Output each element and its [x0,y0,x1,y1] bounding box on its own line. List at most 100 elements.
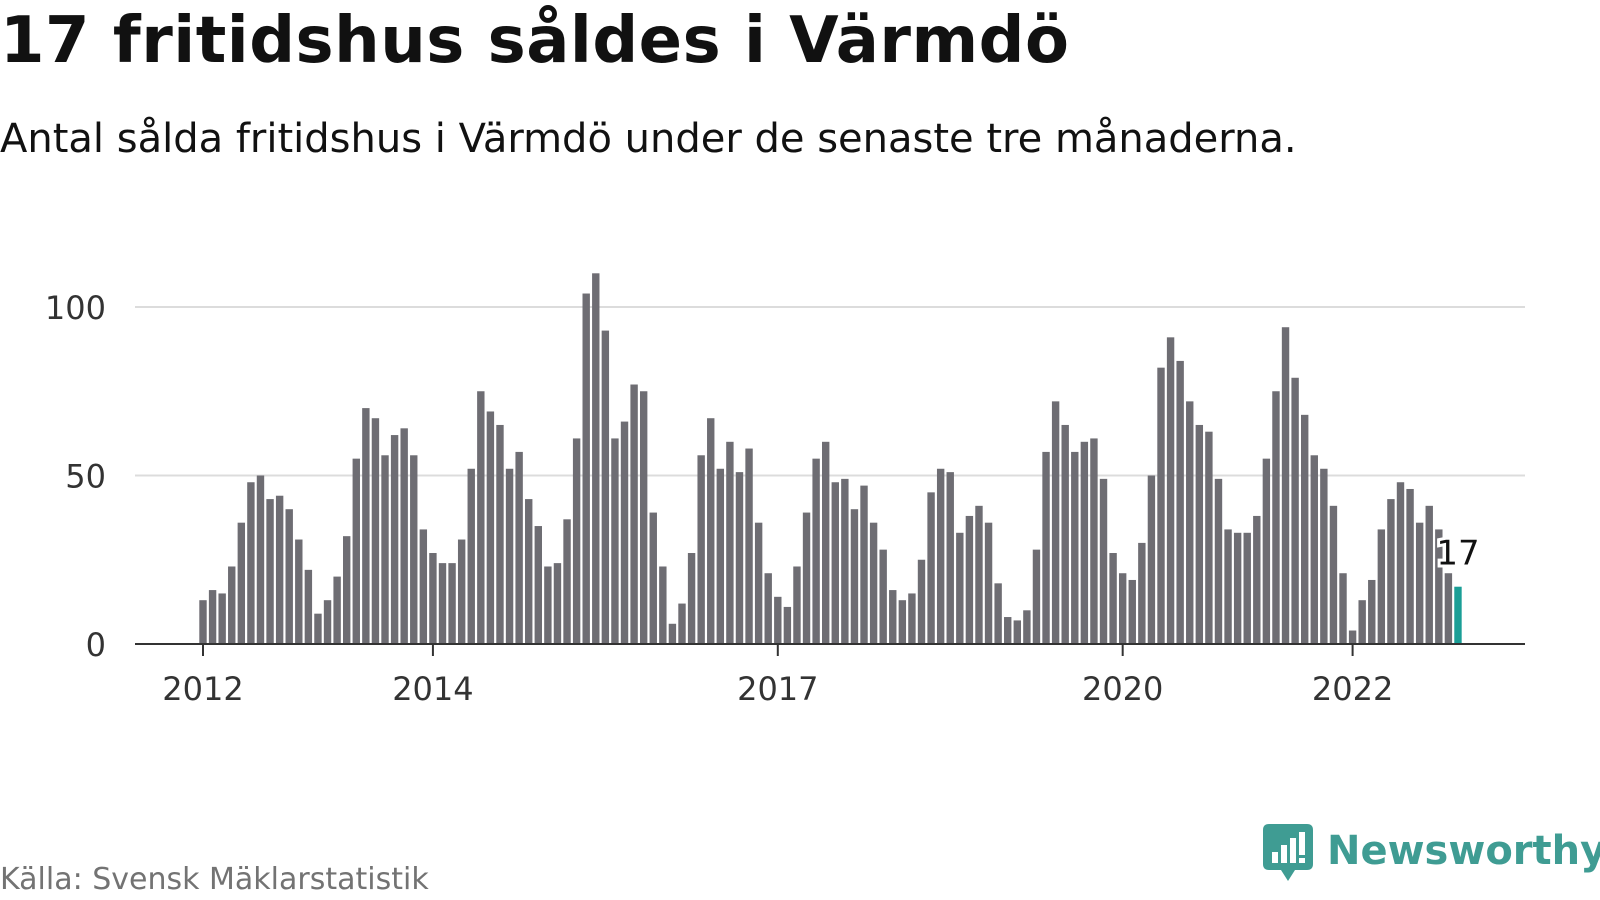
bar [323,600,332,644]
bar [956,532,964,644]
bar [1435,529,1443,644]
bar [247,482,255,644]
x-tick-label: 2017 [737,670,818,708]
brand-name: Newsworthy [1327,828,1600,874]
bar [639,391,648,644]
bar [390,435,399,644]
bar [793,566,801,644]
bar [199,600,207,644]
bar [1291,377,1299,644]
bar [1348,630,1357,644]
y-tick-label: 50 [65,458,106,496]
bar-chart: 0 50 100 2012 2014 2017 2020 2022 17 [45,273,1525,708]
bar [1051,401,1060,644]
bar [1061,424,1069,644]
bar [1147,475,1156,644]
bar [678,603,686,644]
bar [611,438,619,644]
bar [1109,553,1117,644]
bar [1214,478,1223,644]
bar [275,495,284,644]
bar [266,499,274,644]
bar [256,475,265,644]
bar [889,590,897,644]
bar [1205,431,1213,644]
y-tick-label: 0 [86,626,106,664]
bar [841,478,849,644]
bar [429,553,437,644]
bar [754,522,763,644]
bar [1176,360,1184,644]
bar [1396,482,1405,644]
bar [228,566,236,644]
bar [1186,401,1194,644]
bar [1042,451,1050,644]
bar [1310,455,1318,644]
bar [314,613,322,644]
bar [1272,391,1280,644]
bar [1320,468,1328,644]
bar [1032,549,1041,644]
bar [1099,478,1108,644]
bar [1233,532,1242,644]
bar [1023,610,1031,644]
x-tick-label: 2014 [392,670,473,708]
bar [783,606,792,644]
bar [400,428,408,644]
bar [707,418,715,644]
bar [879,549,887,644]
bar [1281,327,1290,644]
bar [592,273,600,644]
bar [936,468,945,644]
bar [467,468,475,644]
bar-highlight [1454,586,1462,644]
chart-subtitle: Antal sålda fritidshus i Värmdö under de… [0,116,1297,162]
bar [898,600,907,644]
bar [927,492,935,644]
bar [620,421,629,644]
bar [1090,438,1098,644]
bar [1301,414,1309,644]
bar [1118,573,1127,644]
bar [1425,505,1433,644]
bar [994,583,1002,644]
bar [601,330,610,644]
bar [1157,367,1165,644]
bar [381,455,389,644]
bar [869,522,878,644]
bar [505,468,514,644]
bar [1166,337,1175,644]
bar [218,593,226,644]
bar [649,512,657,644]
bar [975,505,983,644]
bar [285,509,293,644]
bar [304,569,313,644]
bar [946,472,954,644]
bar [1253,515,1261,644]
bar [362,408,370,644]
bar [697,455,705,644]
bar [333,576,341,644]
bar [917,559,926,644]
newsworthy-logo-icon [1263,824,1313,881]
bar [812,458,820,644]
bar [630,384,638,644]
bar [371,418,380,644]
bar [295,539,303,644]
bar [1415,522,1424,644]
bar [831,482,839,644]
bar [1339,573,1347,644]
bar [822,441,830,644]
bar [1013,620,1021,644]
bar [515,451,523,644]
bar [438,563,447,644]
bar [860,485,868,644]
bar [1406,488,1414,644]
highlight-value-label: 17 [1436,534,1479,574]
bar [1080,441,1089,644]
bar [572,438,581,644]
bar [1243,532,1251,644]
bar [457,539,466,644]
bar [1368,579,1376,644]
bar [553,563,562,644]
